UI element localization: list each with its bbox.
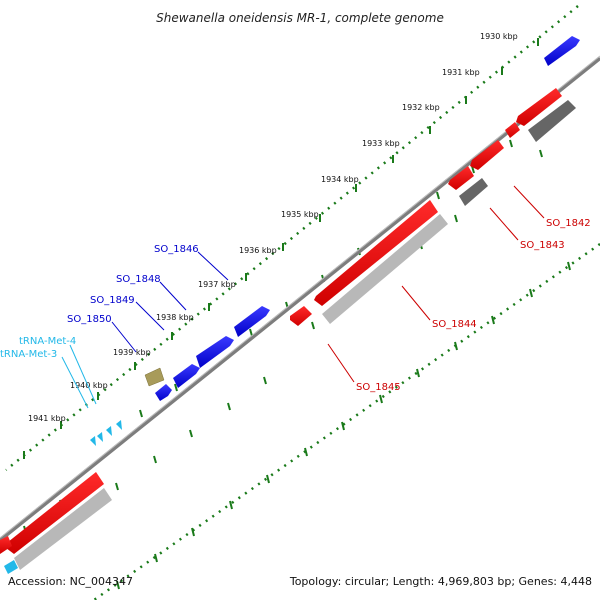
gene-shadow-so1843: [459, 178, 488, 206]
kbp-label: 1932 kbp: [402, 103, 440, 112]
label-leaders-blue: [111, 251, 229, 353]
kbp-label: 1935 kbp: [281, 210, 319, 219]
trna-marker[interactable]: [4, 560, 18, 574]
reverse-strand-genes: [0, 88, 576, 570]
kbp-label: 1940 kbp: [70, 381, 108, 390]
gene-label-so1842[interactable]: SO_1842: [546, 218, 591, 229]
label-leaders-cyan: [61, 344, 97, 409]
kbp-label: 1930 kbp: [480, 32, 518, 41]
gene-arrow-so1846[interactable]: [234, 306, 270, 337]
label-leaders-red: [327, 185, 545, 383]
gene-label-so1843[interactable]: SO_1843: [520, 240, 565, 251]
gene-arrow-small-red[interactable]: [505, 122, 520, 138]
gene-shadow-bottom: [14, 488, 112, 570]
kbp-label: 1933 kbp: [362, 139, 400, 148]
gene-label-so1848[interactable]: SO_1848: [116, 274, 161, 285]
gene-arrow-edge-red[interactable]: [0, 536, 12, 554]
gene-arrow-so1844[interactable]: [314, 200, 438, 306]
kbp-label: 1936 kbp: [239, 246, 277, 255]
gene-shadow-so1844: [322, 214, 448, 324]
trna-marker[interactable]: [106, 426, 112, 436]
map-title: Shewanella oneidensis MR-1, complete gen…: [156, 11, 444, 25]
gene-arrow-top-right[interactable]: [544, 36, 580, 66]
outer-scale-dotted-line: [5, 5, 579, 471]
gene-label-trna-met-4[interactable]: tRNA-Met-4: [19, 336, 76, 347]
gene-label-so1845[interactable]: SO_1845: [356, 382, 401, 393]
trna-marker[interactable]: [97, 432, 103, 442]
gene-arrow-so1842[interactable]: [470, 140, 504, 170]
gene-arrow-so1843[interactable]: [448, 166, 474, 190]
gene-arrow-so1849[interactable]: [173, 364, 200, 388]
accession-text: Accession: NC_004347: [8, 575, 133, 588]
gene-arrow-bottom-red[interactable]: [6, 472, 104, 554]
gene-arrow-so1850[interactable]: [155, 384, 172, 401]
inner-tick-marks: [116, 261, 571, 590]
genome-backbone: [0, 56, 600, 542]
kbp-labels: 1930 kbp 1931 kbp 1932 kbp 1933 kbp 1934…: [28, 32, 518, 423]
kbp-label: 1941 kbp: [28, 414, 66, 423]
kbp-label: 1931 kbp: [442, 68, 480, 77]
trna-marker[interactable]: [90, 436, 96, 446]
kbp-label: 1938 kbp: [156, 313, 194, 322]
gene-label-trna-met-3[interactable]: tRNA-Met-3: [0, 349, 57, 360]
trna-marker[interactable]: [116, 420, 122, 430]
gene-label-so1850[interactable]: SO_1850: [67, 314, 112, 325]
forward-strand-genes: [144, 36, 580, 401]
genome-backbone-highlight: [0, 55, 600, 539]
outer-tick-marks: [23, 38, 539, 459]
genome-summary-text: Topology: circular; Length: 4,969,803 bp…: [289, 575, 592, 588]
gene-arrow-so1848[interactable]: [196, 336, 234, 368]
gene-label-so1844[interactable]: SO_1844: [432, 319, 477, 330]
gene-shadow-top-dark: [528, 100, 576, 142]
gene-label-so1846[interactable]: SO_1846: [154, 244, 199, 255]
kbp-label: 1934 kbp: [321, 175, 359, 184]
gene-labels: SO_1846 SO_1848 SO_1849 SO_1850 tRNA-Met…: [0, 218, 591, 393]
gene-arrow-so1845[interactable]: [290, 306, 312, 326]
kbp-label: 1939 kbp: [113, 348, 151, 357]
kbp-label: 1937 kbp: [198, 280, 236, 289]
gene-arrow-top-red[interactable]: [516, 88, 562, 126]
trna-markers: [4, 420, 122, 574]
gene-label-so1849[interactable]: SO_1849: [90, 295, 135, 306]
misc-feature-box[interactable]: [144, 367, 165, 387]
